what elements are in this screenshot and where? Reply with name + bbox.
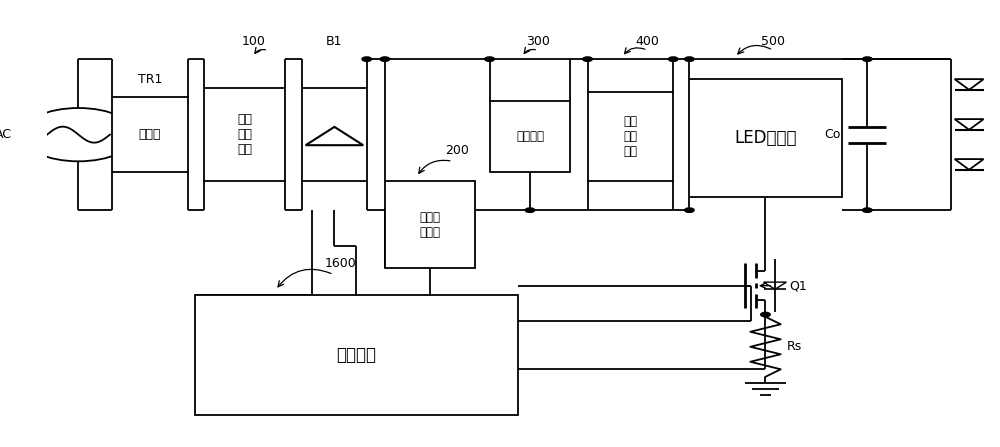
Text: 第一
阻尼
电路: 第一 阻尼 电路: [237, 113, 252, 156]
Bar: [689, 79, 842, 197]
Circle shape: [583, 57, 592, 61]
Bar: [588, 93, 673, 181]
Circle shape: [668, 57, 678, 61]
Circle shape: [685, 57, 694, 61]
Text: 200: 200: [445, 144, 469, 157]
Text: Rs: Rs: [786, 340, 802, 353]
Bar: [490, 101, 570, 173]
Circle shape: [761, 312, 770, 317]
Circle shape: [863, 208, 872, 212]
Circle shape: [362, 57, 372, 61]
Text: 300: 300: [526, 35, 550, 48]
Text: B1: B1: [326, 35, 343, 48]
Text: 500: 500: [761, 35, 785, 48]
Circle shape: [485, 57, 494, 61]
Text: 1600: 1600: [324, 257, 356, 270]
Text: 输入
滤波
电路: 输入 滤波 电路: [623, 115, 637, 158]
Text: 第二阻
尼电路: 第二阻 尼电路: [420, 211, 441, 239]
Circle shape: [525, 208, 535, 212]
Bar: [385, 181, 475, 268]
Text: 控制电路: 控制电路: [336, 346, 376, 363]
Text: 400: 400: [636, 35, 659, 48]
Text: 100: 100: [242, 35, 266, 48]
Text: AC: AC: [0, 128, 12, 141]
Text: 泄放电路: 泄放电路: [516, 131, 544, 143]
Bar: [204, 88, 285, 181]
Text: Q1: Q1: [789, 279, 807, 292]
Bar: [112, 97, 188, 173]
Text: LED驱动器: LED驱动器: [734, 129, 797, 147]
Circle shape: [863, 57, 872, 61]
Text: TR1: TR1: [138, 73, 162, 86]
Circle shape: [380, 57, 390, 61]
Text: 调光器: 调光器: [139, 128, 161, 141]
Text: Co: Co: [824, 128, 841, 141]
Bar: [195, 295, 518, 414]
Bar: [302, 88, 367, 181]
Circle shape: [685, 208, 694, 212]
